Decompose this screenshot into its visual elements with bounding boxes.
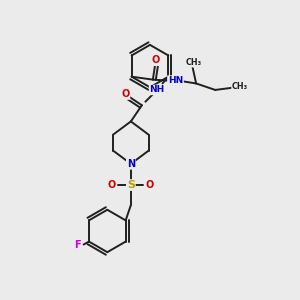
- Text: CH₃: CH₃: [186, 58, 202, 67]
- Text: O: O: [151, 55, 159, 65]
- Text: CH₃: CH₃: [232, 82, 248, 91]
- Text: S: S: [127, 180, 135, 190]
- Text: NH: NH: [149, 85, 165, 94]
- Text: F: F: [74, 240, 81, 250]
- Text: N: N: [127, 159, 135, 169]
- Text: O: O: [108, 180, 116, 190]
- Text: O: O: [121, 89, 130, 99]
- Text: HN: HN: [168, 76, 183, 85]
- Text: O: O: [146, 180, 154, 190]
